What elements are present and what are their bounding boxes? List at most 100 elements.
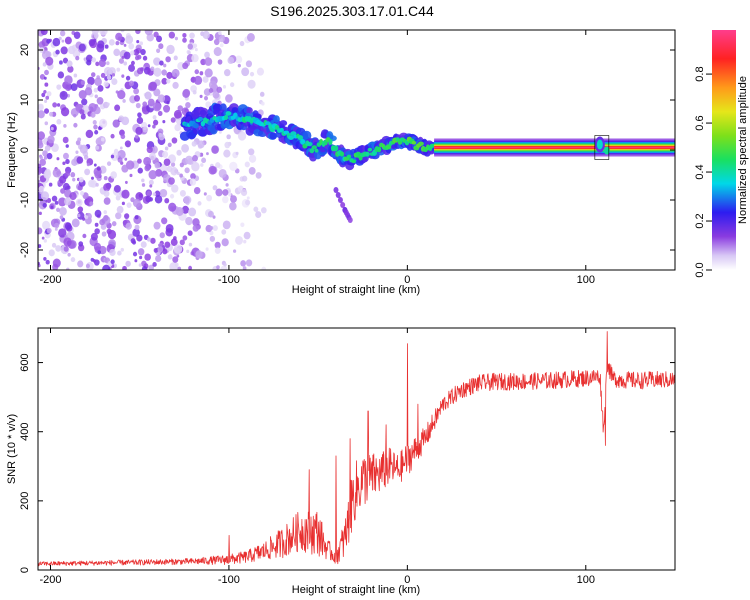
- spectrogram-x-tick-label: 0: [404, 274, 410, 286]
- noise-blob: [192, 224, 199, 232]
- noise-blob: [202, 76, 209, 83]
- noise-blob: [149, 184, 153, 188]
- noise-blob: [56, 119, 62, 125]
- noise-blob: [60, 188, 66, 194]
- noise-blob: [38, 110, 45, 119]
- noise-blob: [189, 178, 197, 186]
- noise-blob: [117, 250, 122, 256]
- noise-blob: [233, 249, 237, 253]
- noise-blob: [104, 44, 109, 49]
- noise-blob: [55, 245, 62, 252]
- noise-blob: [172, 81, 179, 89]
- noise-blob: [63, 237, 72, 247]
- noise-blob: [61, 39, 65, 43]
- snr-y-ticks: 0 200 400 600: [19, 353, 675, 573]
- noise-blob: [67, 45, 76, 55]
- ridge-core: [365, 151, 370, 157]
- noise-blob: [43, 155, 48, 160]
- noise-blob: [168, 31, 176, 39]
- noise-blob: [106, 61, 110, 66]
- noise-blob: [161, 69, 167, 76]
- noise-blob: [45, 259, 50, 265]
- noise-blob: [135, 126, 143, 135]
- noise-blob: [44, 82, 49, 87]
- noise-blob: [42, 150, 48, 157]
- noise-blob: [186, 249, 190, 254]
- noise-blob: [218, 168, 227, 178]
- noise-blob: [110, 259, 115, 265]
- noise-blob: [62, 182, 70, 191]
- noise-blob: [162, 151, 169, 158]
- noise-blob: [48, 182, 53, 187]
- noise-blob: [138, 263, 142, 267]
- noise-blob: [134, 259, 138, 263]
- noise-blob: [223, 149, 231, 158]
- noise-blob: [87, 76, 95, 86]
- noise-blob: [186, 49, 191, 55]
- noise-blob: [84, 215, 89, 220]
- spectrogram-x-tick-label: -200: [39, 274, 61, 286]
- noise-blob: [59, 207, 67, 216]
- noise-blob: [65, 159, 70, 165]
- noise-blob: [149, 81, 158, 91]
- noise-blob: [46, 227, 52, 234]
- noise-blob: [120, 30, 125, 33]
- noise-blob: [125, 35, 134, 44]
- noise-blob: [208, 165, 217, 175]
- noise-blob: [189, 32, 195, 39]
- noise-blob: [38, 227, 43, 235]
- noise-blob: [63, 123, 67, 128]
- noise-blob: [121, 164, 129, 173]
- noise-blob: [147, 124, 151, 128]
- noise-blob: [115, 195, 121, 201]
- noise-blob: [47, 135, 55, 144]
- noise-blob: [75, 150, 79, 154]
- noise-blob: [166, 100, 170, 105]
- noise-blob: [94, 77, 102, 86]
- colorbar-tick-label: 0.4: [694, 164, 706, 179]
- spectrogram-y-tick-label: -20: [19, 242, 31, 258]
- noise-blob: [130, 60, 135, 66]
- ridge-core: [367, 147, 373, 152]
- noise-blob: [64, 171, 71, 177]
- noise-blob: [209, 225, 214, 231]
- noise-blob: [223, 262, 227, 267]
- noise-blob: [135, 30, 141, 35]
- snr-y-label: SNR (10 * v/v): [6, 414, 18, 484]
- noise-blob: [132, 198, 141, 208]
- noise-blob: [110, 133, 115, 139]
- noise-blob: [90, 232, 98, 241]
- ridge-core: [385, 144, 392, 150]
- noise-blob: [148, 264, 155, 270]
- noise-blob: [44, 108, 50, 114]
- noise-blob: [148, 152, 156, 161]
- noise-blob: [240, 260, 247, 267]
- noise-blob: [191, 53, 199, 63]
- colorbar-label: Normalized spectral amplitude: [737, 76, 749, 224]
- noise-blob: [108, 39, 115, 46]
- noise-blob: [119, 146, 123, 150]
- noise-blob: [42, 62, 47, 67]
- noise-blob: [115, 40, 120, 46]
- noise-blob: [78, 43, 86, 52]
- noise-blob: [99, 118, 108, 128]
- noise-blob: [248, 167, 256, 175]
- noise-blob: [182, 235, 188, 241]
- noise-blob: [227, 56, 235, 65]
- noise-blob: [124, 180, 128, 184]
- noise-blob: [141, 183, 146, 187]
- colorbar-gradient: [712, 30, 736, 270]
- noise-blob: [216, 86, 223, 93]
- noise-blob: [154, 162, 161, 169]
- noise-blob: [171, 184, 179, 193]
- noise-blob: [99, 219, 105, 226]
- noise-blob: [188, 265, 193, 270]
- noise-blob: [240, 222, 245, 228]
- ridge-halo: [269, 132, 277, 140]
- snr-y-tick-label: 600: [19, 353, 31, 371]
- noise-blob: [121, 116, 130, 126]
- spectrogram-y-tick-label: 20: [19, 44, 31, 56]
- noise-blob: [184, 167, 190, 174]
- noise-blob: [235, 151, 239, 156]
